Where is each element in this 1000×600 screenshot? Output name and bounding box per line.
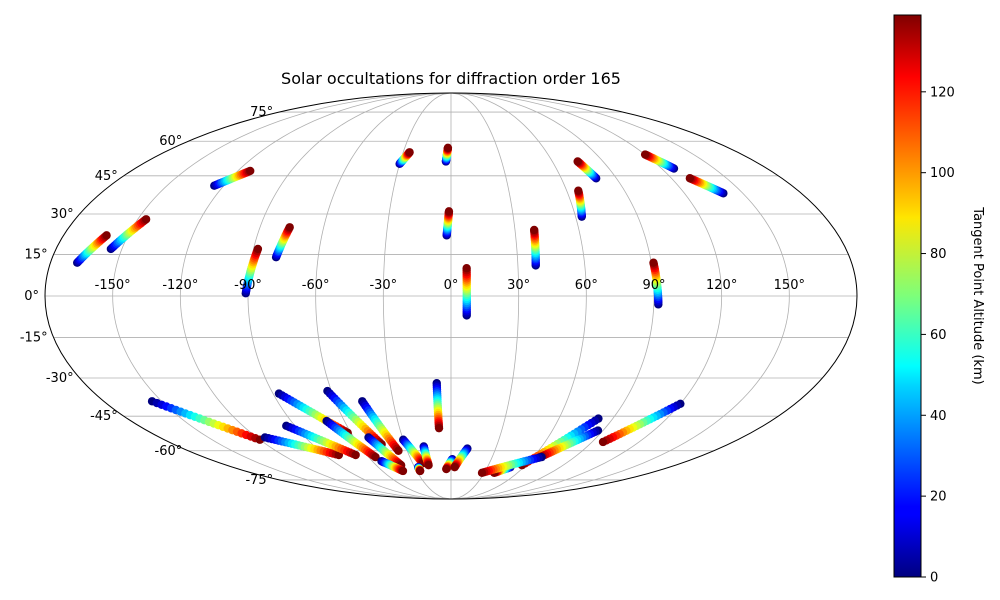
occultation-point bbox=[649, 258, 658, 267]
colorbar-gradient bbox=[893, 14, 922, 578]
occultation-point bbox=[443, 143, 453, 152]
chart-title: Solar occultations for diffraction order… bbox=[281, 69, 621, 88]
occultation-point bbox=[102, 231, 111, 240]
latitude-tick-label: -75° bbox=[245, 473, 273, 488]
occultation-point bbox=[415, 466, 425, 476]
longitude-tick-label: 120° bbox=[706, 278, 737, 293]
occultation-point bbox=[246, 166, 255, 176]
occultation-point bbox=[405, 148, 414, 157]
colorbar-ticks: 0 20 40 60 80 100 120 bbox=[921, 85, 955, 586]
longitude-tick-label: -90° bbox=[234, 278, 262, 293]
longitude-tick-label: 30° bbox=[507, 278, 530, 293]
longitude-tick-label: 90° bbox=[642, 278, 665, 293]
longitude-tick-label: -120° bbox=[162, 278, 198, 293]
occultation-point bbox=[398, 466, 408, 476]
latitude-tick-label: 60° bbox=[159, 134, 182, 149]
longitude-tick-label: -150° bbox=[95, 278, 131, 293]
occultation-point bbox=[444, 207, 454, 216]
colorbar-tick-label: 80 bbox=[930, 247, 947, 262]
latitude-tick-label: -30° bbox=[46, 371, 74, 386]
longitude-tick-label: 150° bbox=[774, 278, 805, 293]
longitude-tick-label: -60° bbox=[302, 278, 330, 293]
colorbar-label: Tangent Point Altitude (km) bbox=[970, 206, 985, 384]
occultation-point bbox=[285, 223, 294, 232]
colorbar-tick-label: 100 bbox=[930, 166, 955, 181]
occultation-point bbox=[573, 157, 582, 166]
occultation-point bbox=[450, 462, 459, 472]
occultation-point bbox=[424, 461, 433, 470]
graticule bbox=[45, 92, 857, 500]
colorbar-tick-label: 120 bbox=[930, 85, 955, 100]
occultation-point bbox=[685, 174, 695, 183]
occultation-point bbox=[640, 150, 650, 159]
latitude-tick-label: 15° bbox=[25, 247, 48, 262]
occultation-point bbox=[462, 264, 471, 273]
colorbar-tick-label: 60 bbox=[930, 328, 947, 343]
occultation-point bbox=[598, 437, 608, 447]
latitude-tick-label: 45° bbox=[95, 169, 118, 184]
longitude-tick-label: -30° bbox=[369, 278, 397, 293]
latitude-tick-label: 0° bbox=[24, 289, 39, 304]
map-boundary bbox=[44, 92, 858, 500]
latitude-tick-label: 30° bbox=[51, 207, 74, 222]
occultation-point bbox=[434, 423, 444, 433]
longitude-tick-labels: -150° -120° -90° -60° -30° 0° 30° 60° 90° 120° 150… bbox=[95, 278, 805, 293]
latitude-tick-label: 75° bbox=[250, 105, 273, 120]
colorbar-tick-label: 20 bbox=[930, 490, 947, 505]
colorbar: 0 20 40 60 80 100 120 Tangent Point Altitude (… bbox=[893, 14, 985, 586]
occultation-point bbox=[351, 450, 360, 460]
occultation-point bbox=[477, 468, 487, 478]
longitude-tick-label: 0° bbox=[444, 278, 459, 293]
latitude-tick-label: -15° bbox=[20, 331, 48, 346]
latitude-tick-label: -60° bbox=[155, 444, 183, 459]
occultation-point bbox=[371, 452, 380, 462]
occultation-tracks bbox=[73, 143, 728, 478]
latitude-tick-labels: 75° 60° 45° 30° 15° 0° -15° -30° -45° -60° -75° bbox=[20, 105, 273, 488]
latitude-tick-label: -45° bbox=[90, 409, 118, 424]
occultation-point bbox=[574, 186, 583, 195]
colorbar-tick-label: 40 bbox=[930, 409, 947, 424]
occultation-point bbox=[394, 446, 403, 455]
occultation-point bbox=[253, 244, 263, 254]
colorbar-tick-label: 0 bbox=[930, 571, 938, 586]
longitude-tick-label: 60° bbox=[575, 278, 598, 293]
occultation-point bbox=[442, 464, 451, 474]
occultation-point bbox=[529, 225, 539, 235]
occultation-point bbox=[141, 215, 151, 224]
